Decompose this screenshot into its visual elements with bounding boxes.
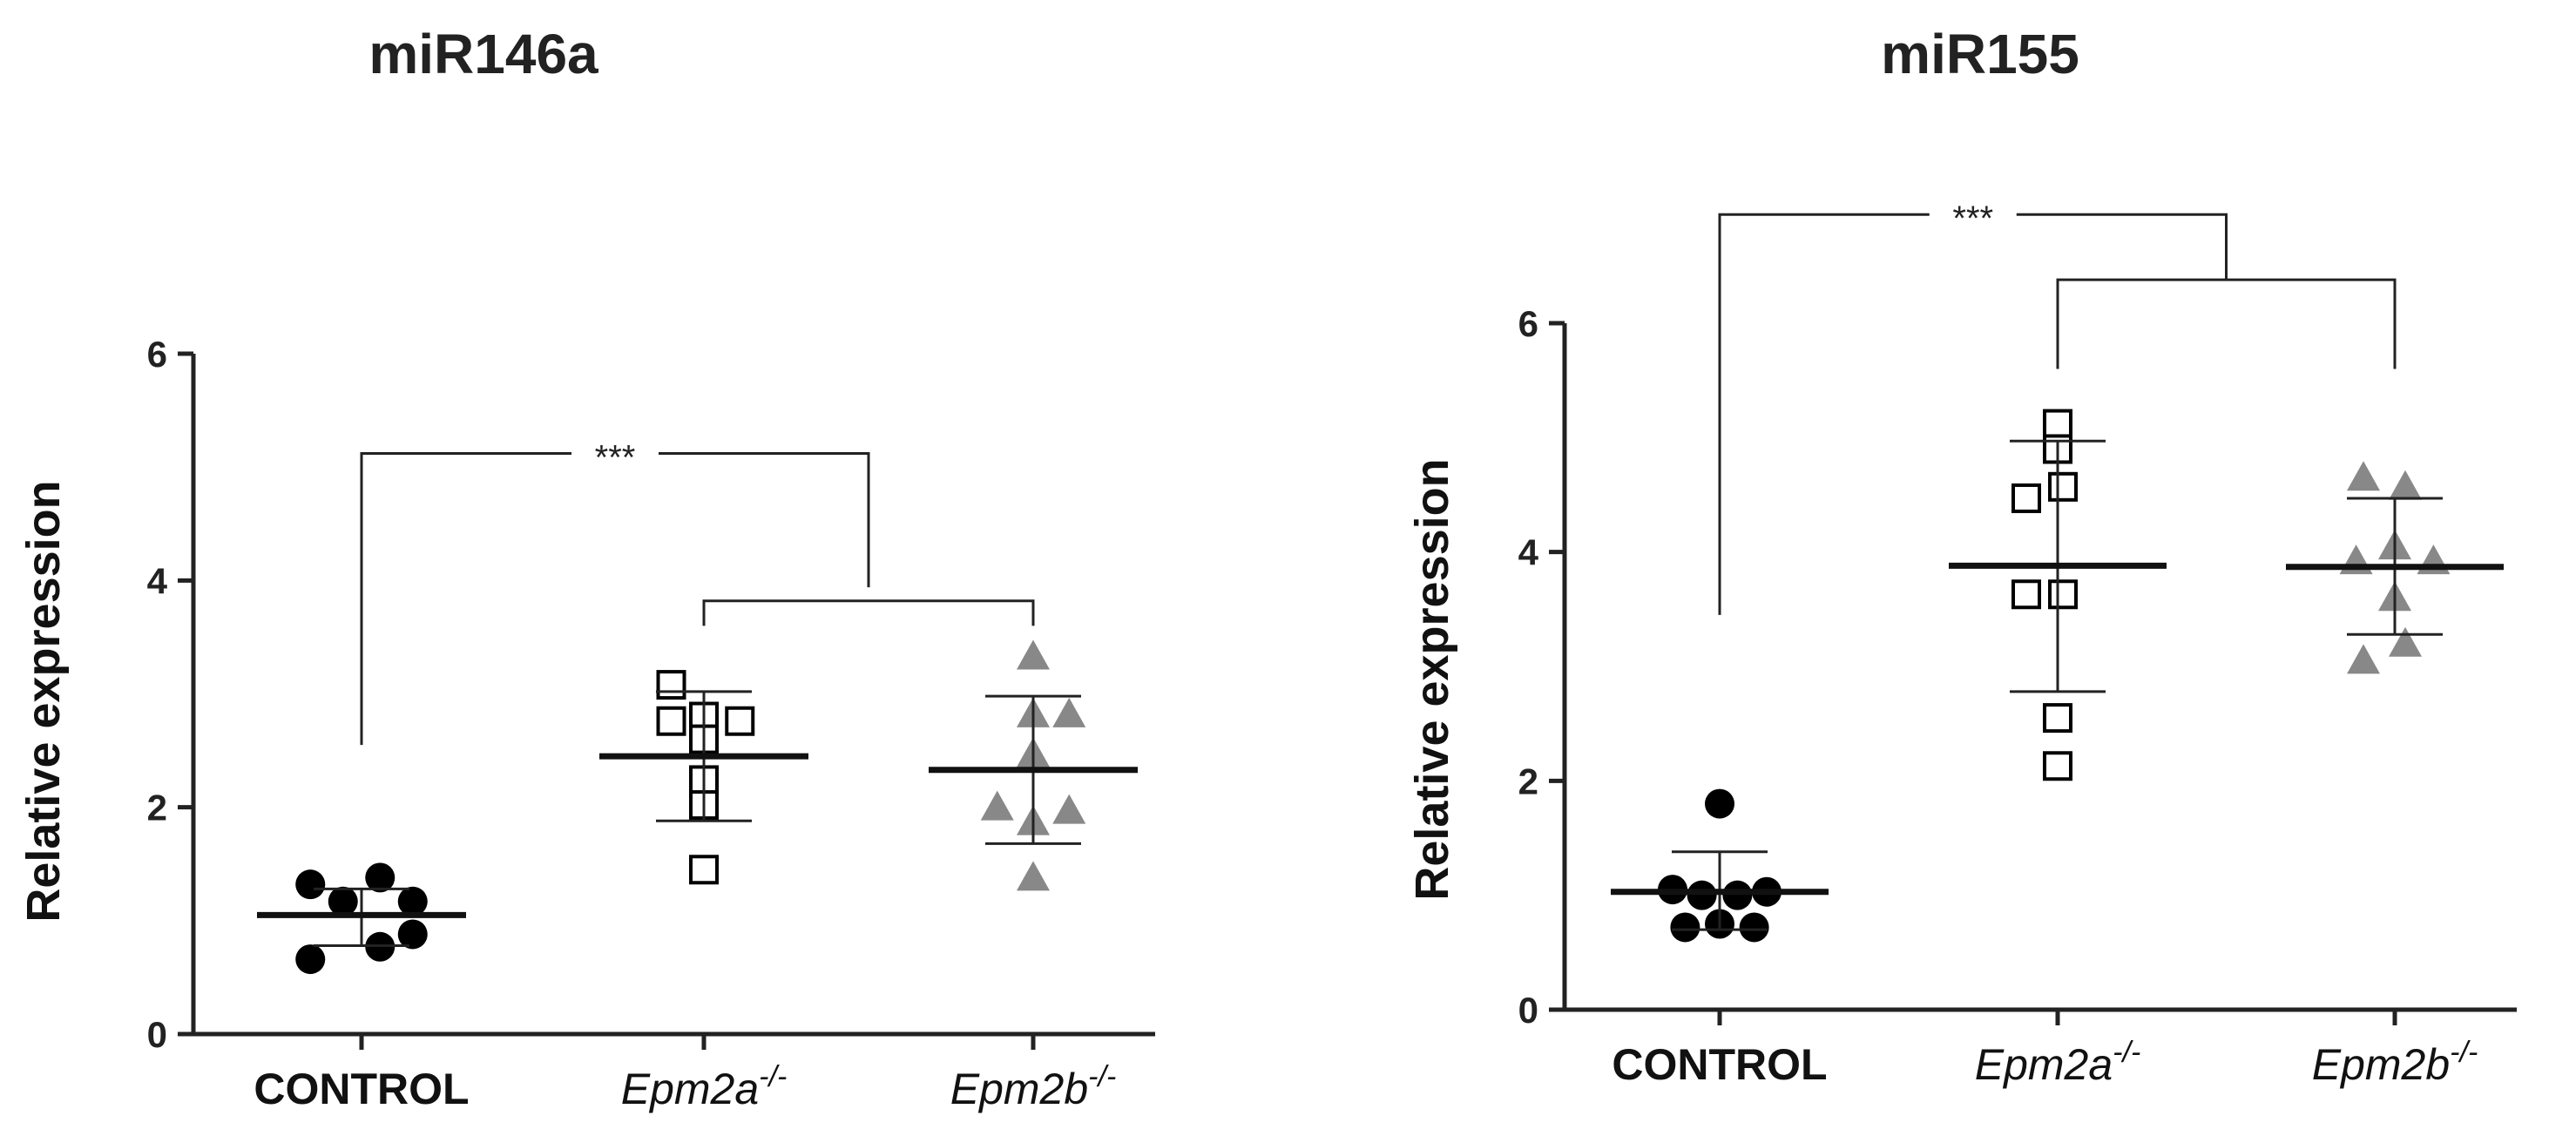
x-tick-label: CONTROL — [254, 1065, 469, 1113]
significance-label-bg — [1929, 195, 2017, 231]
data-point-circle — [1705, 788, 1734, 819]
category-name: Epm2a — [621, 1065, 759, 1113]
y-tick-label: 4 — [147, 560, 168, 601]
y-tick-label: 6 — [1518, 303, 1538, 344]
data-point-square — [2011, 579, 2041, 610]
data-point-triangle — [2347, 644, 2380, 674]
data-point-circle — [1722, 880, 1753, 910]
x-tick-label: Epm2a-/- — [1975, 1036, 2141, 1089]
x-tick-label: CONTROL — [1612, 1040, 1827, 1089]
data-point-square — [656, 670, 686, 700]
category-name: CONTROL — [1612, 1040, 1827, 1089]
data-point-square — [2048, 579, 2078, 610]
significance-label: *** — [1952, 199, 1993, 238]
significance-label: *** — [595, 439, 636, 477]
y-tick-label: 0 — [147, 1014, 167, 1055]
chart-panel-mir155: miR155 Relative expression 0 2 4 6 CONTROL Ep… — [1406, 23, 2517, 1089]
data-point-circle — [295, 944, 326, 975]
data-point-triangle — [2347, 461, 2380, 491]
y-tick-label: 2 — [1518, 761, 1538, 801]
chart-panel-mir146a: miR146a Relative expression 0 2 4 6 CONTROL E… — [17, 23, 1155, 1113]
data-point-triangle — [2389, 626, 2422, 657]
significance-sub-bracket — [2056, 278, 2397, 369]
x-tick-label: Epm2b-/- — [2312, 1036, 2478, 1089]
category-name: CONTROL — [254, 1065, 469, 1113]
data-point-triangle — [1052, 794, 1086, 824]
data-point-circle — [1687, 880, 1717, 910]
category-superscript: -/- — [759, 1060, 787, 1093]
chart-title: miR146a — [368, 23, 598, 85]
significance-label-bg — [571, 434, 659, 470]
y-tick-label: 0 — [1518, 990, 1538, 1031]
category-name: Epm2a — [1975, 1040, 2113, 1089]
y-axis-label: Relative expression — [17, 480, 70, 922]
data-point-square — [2043, 409, 2072, 439]
y-tick-label: 6 — [147, 334, 167, 375]
data-point-triangle — [1052, 697, 1086, 727]
x-tick-label: Epm2a-/- — [621, 1060, 788, 1113]
data-point-square — [689, 855, 719, 885]
category-name: Epm2b — [950, 1065, 1088, 1113]
data-point-square — [656, 706, 686, 736]
significance-bracket — [360, 452, 870, 746]
data-point-triangle — [980, 790, 1014, 821]
chart-title: miR155 — [1881, 23, 2079, 85]
data-point-square — [2011, 483, 2041, 513]
data-point-triangle — [2389, 470, 2422, 500]
data-point-circle — [365, 862, 396, 893]
category-superscript: -/- — [2450, 1036, 2478, 1069]
y-tick-label: 2 — [147, 788, 167, 828]
significance-bracket — [1718, 213, 2228, 615]
data-point-square — [2043, 751, 2072, 781]
significance-sub-bracket — [702, 599, 1035, 626]
y-axis-label: Relative expression — [1406, 458, 1458, 900]
data-point-square — [725, 706, 755, 736]
y-tick-label: 4 — [1518, 532, 1539, 573]
category-superscript: -/- — [2113, 1036, 2140, 1069]
category-superscript: -/- — [1088, 1060, 1116, 1093]
data-point-triangle — [1017, 861, 1050, 891]
data-point-triangle — [1017, 639, 1050, 670]
data-point-circle — [397, 919, 428, 950]
data-point-circle — [295, 869, 326, 900]
data-point-square — [2043, 703, 2072, 734]
category-name: Epm2b — [2312, 1040, 2450, 1089]
x-tick-label: Epm2b-/- — [950, 1060, 1117, 1113]
data-point-circle — [1739, 912, 1769, 943]
data-point-circle — [1670, 912, 1700, 943]
data-point-circle — [397, 886, 428, 916]
data-point-circle — [328, 886, 358, 916]
data-point-square — [2048, 471, 2078, 502]
